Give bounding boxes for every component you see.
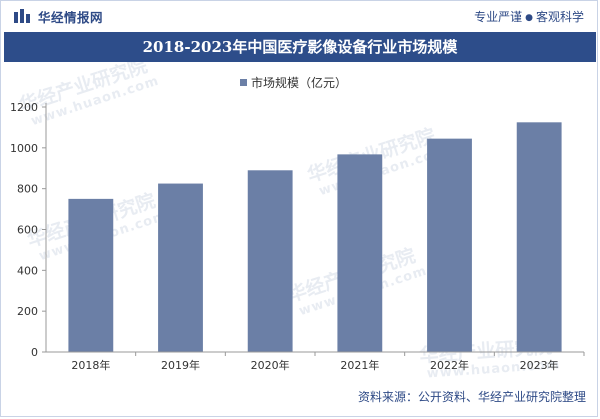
y-tick-label: 800 (17, 183, 38, 196)
y-tick-label: 600 (17, 224, 38, 237)
y-tick-label: 200 (17, 305, 38, 318)
title-band: 2018-2023年中国医疗影像设备行业市场规模 (4, 32, 596, 62)
slogan: 专业严谨 ● 客观科学 (474, 8, 584, 25)
bar (337, 154, 383, 352)
brand-name: 华经情报网 (38, 10, 104, 25)
slogan-right: 客观科学 (535, 10, 584, 24)
slogan-separator-icon: ● (525, 13, 533, 23)
slogan-left: 专业严谨 (474, 10, 523, 24)
header-bar: 华经情报网 专业严谨 ● 客观科学 (0, 0, 600, 32)
y-tick-label: 400 (17, 264, 38, 277)
y-tick-label: 1200 (10, 101, 38, 114)
source-note: 资料来源：公开资料、华经产业研究院整理 (357, 390, 586, 404)
y-tick-label: 1000 (10, 142, 38, 155)
legend-swatch (240, 79, 247, 86)
brand-logo-icon (14, 9, 30, 23)
bar (427, 138, 472, 352)
bar (247, 170, 293, 352)
x-tick-label: 2023年 (520, 358, 559, 372)
legend: 市场规模（亿元） (240, 75, 347, 90)
bar-chart: 华经产业研究院www.huaon.com华经产业研究院www.huaon.com… (10, 62, 585, 382)
x-tick-label: 2020年 (251, 358, 290, 372)
x-tick-label: 2019年 (161, 358, 200, 372)
bar (516, 122, 562, 352)
bar (68, 198, 114, 352)
chart-title: 2018-2023年中国医疗影像设备行业市场规模 (142, 38, 458, 56)
x-tick-label: 2022年 (430, 358, 469, 372)
x-tick-label: 2021年 (340, 358, 379, 372)
bar (158, 183, 203, 352)
x-tick-label: 2018年 (71, 358, 110, 372)
legend-label: 市场规模（亿元） (251, 75, 347, 90)
y-tick-label: 0 (31, 346, 38, 359)
